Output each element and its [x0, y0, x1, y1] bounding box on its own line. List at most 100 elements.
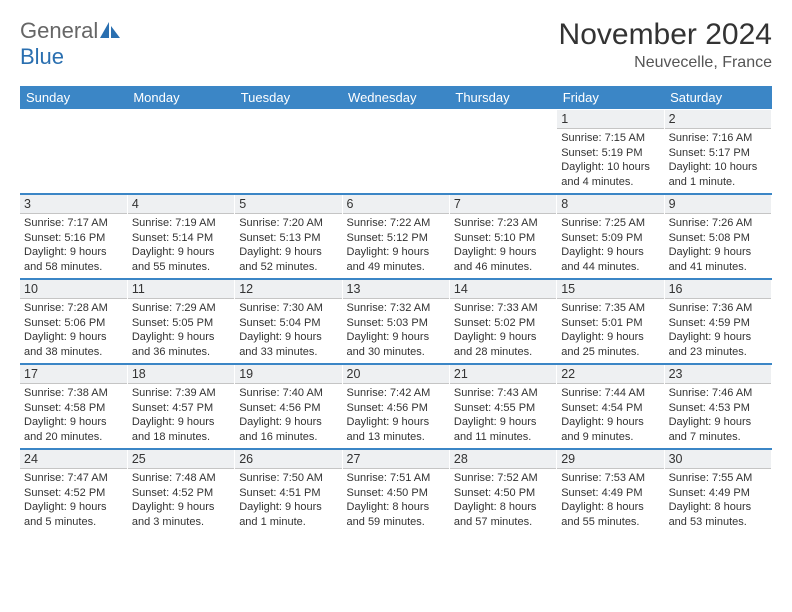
day-details: Sunrise: 7:26 AMSunset: 5:08 PMDaylight:… [669, 216, 767, 274]
calendar-cell: 27 Sunrise: 7:51 AMSunset: 4:50 PMDayligh… [342, 449, 449, 533]
calendar-week: 1Sunrise: 7:15 AMSunset: 5:19 PMDaylight… [20, 110, 772, 195]
calendar-week: 17 Sunrise: 7:38 AMSunset: 4:58 PMDayligh… [20, 364, 772, 449]
calendar-cell [342, 110, 449, 195]
calendar-cell: 7Sunrise: 7:23 AMSunset: 5:10 PMDaylight… [449, 194, 556, 279]
calendar-cell: 6 Sunrise: 7:22 AMSunset: 5:12 PMDaylight… [342, 194, 449, 279]
calendar-cell: 13 Sunrise: 7:32 AMSunset: 5:03 PMDayligh… [342, 279, 449, 364]
calendar-cell [449, 110, 556, 195]
calendar-cell [127, 110, 234, 195]
day-number: 19 [235, 365, 341, 384]
day-header: Saturday [664, 86, 771, 110]
calendar-cell: 26 Sunrise: 7:50 AMSunset: 4:51 PMDayligh… [235, 449, 342, 533]
day-details: Sunrise: 7:32 AMSunset: 5:03 PMDaylight:… [347, 301, 445, 359]
calendar-cell: 10 Sunrise: 7:28 AMSunset: 5:06 PMDayligh… [20, 279, 127, 364]
day-number: 20 [343, 365, 449, 384]
day-number: 15 [557, 280, 663, 299]
calendar-cell: 9 Sunrise: 7:26 AMSunset: 5:08 PMDaylight… [664, 194, 771, 279]
day-number: 6 [343, 195, 449, 214]
calendar-cell: 15 Sunrise: 7:35 AMSunset: 5:01 PMDayligh… [557, 279, 664, 364]
day-details: Sunrise: 7:52 AMSunset: 4:50 PMDaylight:… [454, 471, 552, 529]
calendar-cell: 24Sunrise: 7:47 AMSunset: 4:52 PMDayligh… [20, 449, 127, 533]
day-details: Sunrise: 7:35 AMSunset: 5:01 PMDaylight:… [561, 301, 659, 359]
day-header: Friday [557, 86, 664, 110]
day-header-row: SundayMondayTuesdayWednesdayThursdayFrid… [20, 86, 772, 110]
logo-text-general: General [20, 18, 98, 43]
calendar-cell: 28Sunrise: 7:52 AMSunset: 4:50 PMDayligh… [449, 449, 556, 533]
day-details: Sunrise: 7:40 AMSunset: 4:56 PMDaylight:… [239, 386, 337, 444]
day-number: 1 [557, 110, 663, 129]
day-number: 27 [343, 450, 449, 469]
day-number: 25 [128, 450, 234, 469]
day-number: 12 [235, 280, 341, 299]
day-details: Sunrise: 7:17 AMSunset: 5:16 PMDaylight:… [24, 216, 123, 274]
day-number: 17 [20, 365, 127, 384]
calendar-cell: 3Sunrise: 7:17 AMSunset: 5:16 PMDaylight… [20, 194, 127, 279]
day-number: 18 [128, 365, 234, 384]
day-details: Sunrise: 7:28 AMSunset: 5:06 PMDaylight:… [24, 301, 123, 359]
calendar-cell: 2Sunrise: 7:16 AMSunset: 5:17 PMDaylight… [664, 110, 771, 195]
day-details: Sunrise: 7:51 AMSunset: 4:50 PMDaylight:… [347, 471, 445, 529]
day-details: Sunrise: 7:55 AMSunset: 4:49 PMDaylight:… [669, 471, 767, 529]
day-number: 2 [665, 110, 771, 129]
calendar-cell: 19 Sunrise: 7:40 AMSunset: 4:56 PMDayligh… [235, 364, 342, 449]
calendar-cell: 25 Sunrise: 7:48 AMSunset: 4:52 PMDayligh… [127, 449, 234, 533]
day-number: 16 [665, 280, 771, 299]
day-details: Sunrise: 7:48 AMSunset: 4:52 PMDaylight:… [132, 471, 230, 529]
day-number: 29 [557, 450, 663, 469]
day-details: Sunrise: 7:22 AMSunset: 5:12 PMDaylight:… [347, 216, 445, 274]
day-details: Sunrise: 7:38 AMSunset: 4:58 PMDaylight:… [24, 386, 123, 444]
calendar-cell: 22 Sunrise: 7:44 AMSunset: 4:54 PMDayligh… [557, 364, 664, 449]
page-subtitle: Neuvecelle, France [559, 54, 772, 72]
page-title: November 2024 [559, 18, 772, 52]
calendar-table: SundayMondayTuesdayWednesdayThursdayFrid… [20, 86, 772, 533]
calendar-week: 3Sunrise: 7:17 AMSunset: 5:16 PMDaylight… [20, 194, 772, 279]
calendar-cell: 21 Sunrise: 7:43 AMSunset: 4:55 PMDayligh… [449, 364, 556, 449]
logo-sail-icon [100, 22, 120, 38]
day-details: Sunrise: 7:25 AMSunset: 5:09 PMDaylight:… [561, 216, 659, 274]
header: General Blue November 2024 Neuvecelle, F… [20, 18, 772, 72]
calendar-cell: 23 Sunrise: 7:46 AMSunset: 4:53 PMDayligh… [664, 364, 771, 449]
calendar-cell: 5 Sunrise: 7:20 AMSunset: 5:13 PMDaylight… [235, 194, 342, 279]
day-details: Sunrise: 7:42 AMSunset: 4:56 PMDaylight:… [347, 386, 445, 444]
calendar-week: 10 Sunrise: 7:28 AMSunset: 5:06 PMDayligh… [20, 279, 772, 364]
day-number: 4 [128, 195, 234, 214]
day-header: Sunday [20, 86, 127, 110]
day-details: Sunrise: 7:20 AMSunset: 5:13 PMDaylight:… [239, 216, 337, 274]
calendar-cell: 4 Sunrise: 7:19 AMSunset: 5:14 PMDaylight… [127, 194, 234, 279]
logo: General Blue [20, 18, 120, 70]
day-details: Sunrise: 7:43 AMSunset: 4:55 PMDaylight:… [454, 386, 552, 444]
title-block: November 2024 Neuvecelle, France [559, 18, 772, 72]
day-number: 13 [343, 280, 449, 299]
day-details: Sunrise: 7:39 AMSunset: 4:57 PMDaylight:… [132, 386, 230, 444]
day-number: 21 [450, 365, 556, 384]
day-number: 9 [665, 195, 771, 214]
day-header: Tuesday [235, 86, 342, 110]
calendar-cell: 30 Sunrise: 7:55 AMSunset: 4:49 PMDayligh… [664, 449, 771, 533]
calendar-cell: 16 Sunrise: 7:36 AMSunset: 4:59 PMDayligh… [664, 279, 771, 364]
calendar-cell: 20 Sunrise: 7:42 AMSunset: 4:56 PMDayligh… [342, 364, 449, 449]
calendar-cell [20, 110, 127, 195]
calendar-cell: 29Sunrise: 7:53 AMSunset: 4:49 PMDayligh… [557, 449, 664, 533]
day-details: Sunrise: 7:50 AMSunset: 4:51 PMDaylight:… [239, 471, 337, 529]
day-number: 7 [450, 195, 556, 214]
calendar-cell: 14 Sunrise: 7:33 AMSunset: 5:02 PMDayligh… [449, 279, 556, 364]
day-details: Sunrise: 7:46 AMSunset: 4:53 PMDaylight:… [669, 386, 767, 444]
day-number: 5 [235, 195, 341, 214]
calendar-cell: 11 Sunrise: 7:29 AMSunset: 5:05 PMDayligh… [127, 279, 234, 364]
day-number: 22 [557, 365, 663, 384]
day-details: Sunrise: 7:19 AMSunset: 5:14 PMDaylight:… [132, 216, 230, 274]
day-details: Sunrise: 7:36 AMSunset: 4:59 PMDaylight:… [669, 301, 767, 359]
day-number: 23 [665, 365, 771, 384]
day-number: 30 [665, 450, 771, 469]
day-details: Sunrise: 7:33 AMSunset: 5:02 PMDaylight:… [454, 301, 552, 359]
logo-text-blue: Blue [20, 44, 64, 69]
day-number: 26 [235, 450, 341, 469]
day-details: Sunrise: 7:47 AMSunset: 4:52 PMDaylight:… [24, 471, 123, 529]
day-number: 10 [20, 280, 127, 299]
calendar-cell: 17 Sunrise: 7:38 AMSunset: 4:58 PMDayligh… [20, 364, 127, 449]
day-number: 14 [450, 280, 556, 299]
day-number: 8 [557, 195, 663, 214]
day-number: 11 [128, 280, 234, 299]
day-details: Sunrise: 7:29 AMSunset: 5:05 PMDaylight:… [132, 301, 230, 359]
day-details: Sunrise: 7:44 AMSunset: 4:54 PMDaylight:… [561, 386, 659, 444]
